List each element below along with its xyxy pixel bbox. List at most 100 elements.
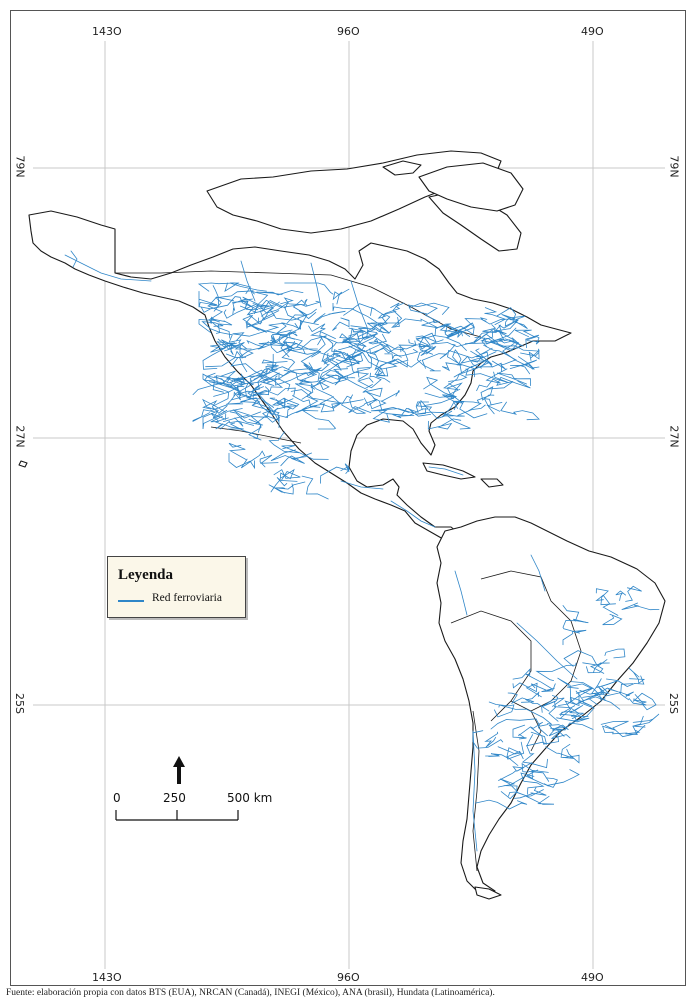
rail-line bbox=[197, 282, 252, 295]
rail-line bbox=[543, 769, 580, 787]
rail-line bbox=[310, 399, 364, 413]
rail-line bbox=[450, 317, 488, 334]
rail-line bbox=[210, 318, 233, 326]
rail-line bbox=[562, 629, 587, 646]
rail-line bbox=[485, 753, 508, 759]
rail-line bbox=[525, 336, 540, 349]
rail-line bbox=[308, 323, 327, 338]
rail-line bbox=[589, 662, 610, 674]
rail-line bbox=[318, 368, 371, 391]
border-brazil bbox=[480, 570, 582, 712]
rail-line bbox=[442, 362, 475, 378]
rail-line bbox=[497, 778, 518, 800]
rail-line bbox=[415, 323, 451, 339]
rail-line bbox=[224, 342, 244, 357]
rail-line bbox=[216, 332, 248, 350]
rail-line bbox=[246, 323, 288, 337]
rail-line bbox=[476, 386, 495, 404]
rail-line bbox=[454, 570, 468, 616]
rail-line bbox=[269, 403, 298, 419]
rail-line bbox=[368, 348, 409, 365]
rail-line bbox=[270, 308, 317, 321]
rail-line bbox=[382, 406, 431, 417]
rail-line bbox=[337, 375, 373, 390]
rail-line bbox=[290, 389, 343, 409]
rail-line bbox=[428, 466, 464, 476]
rail-line bbox=[514, 786, 547, 799]
rail-line bbox=[490, 718, 549, 730]
rail-line bbox=[384, 348, 419, 361]
rail-line bbox=[209, 383, 254, 412]
rail-line bbox=[507, 692, 535, 705]
rail-line bbox=[370, 306, 397, 319]
rail-line bbox=[415, 407, 471, 430]
rail-line bbox=[275, 481, 306, 490]
rail-line bbox=[526, 731, 548, 747]
rail-line bbox=[348, 397, 378, 414]
rail-line bbox=[473, 324, 499, 343]
rail-line bbox=[496, 307, 528, 329]
legend-rail-swatch bbox=[118, 600, 144, 602]
rail-line bbox=[281, 348, 306, 370]
rail-line bbox=[311, 349, 364, 368]
rail-line bbox=[497, 746, 523, 766]
rail-line bbox=[228, 452, 255, 470]
rail-line bbox=[341, 329, 363, 344]
lat-label-left-25s: 25S bbox=[12, 693, 26, 714]
rail-line bbox=[256, 290, 304, 296]
scale-bar-line bbox=[115, 810, 239, 821]
rail-line bbox=[500, 401, 540, 421]
rail-line bbox=[445, 404, 486, 417]
rail-line bbox=[210, 296, 259, 311]
rail-line bbox=[510, 359, 537, 375]
rail-line bbox=[232, 353, 278, 380]
rail-line bbox=[279, 468, 298, 482]
rail-line bbox=[259, 372, 280, 386]
rail-line bbox=[271, 397, 294, 409]
rail-line bbox=[273, 469, 301, 481]
rail-line bbox=[628, 694, 647, 706]
rail-line bbox=[229, 422, 259, 440]
scale-label-0: 0 bbox=[113, 791, 121, 805]
rail-line bbox=[240, 298, 258, 316]
tierra-del-fuego-outline bbox=[474, 886, 502, 900]
rail-line bbox=[192, 375, 226, 395]
rail-line bbox=[587, 687, 619, 706]
rail-line bbox=[600, 720, 646, 738]
rail-line bbox=[233, 296, 270, 314]
rail-line bbox=[301, 382, 341, 408]
rail-line bbox=[498, 330, 524, 347]
rail-line bbox=[202, 399, 228, 414]
rail-line bbox=[248, 423, 262, 441]
lon-label-top-96o: 96O bbox=[337, 25, 360, 38]
rail-line bbox=[562, 748, 580, 764]
rail-line bbox=[362, 387, 383, 402]
rail-line bbox=[202, 408, 243, 430]
greenland-outline bbox=[418, 162, 524, 212]
rail-line bbox=[370, 397, 390, 423]
rail-line bbox=[283, 362, 322, 377]
rail-line bbox=[198, 291, 218, 307]
rail-line bbox=[300, 336, 326, 370]
rail-line bbox=[251, 400, 265, 410]
scale-label-250: 250 bbox=[163, 791, 186, 805]
rail-network bbox=[64, 250, 660, 852]
rail-line bbox=[548, 724, 569, 731]
rail-line bbox=[453, 368, 509, 384]
rail-line bbox=[512, 668, 553, 690]
rail-line bbox=[390, 302, 403, 328]
rail-line bbox=[520, 772, 545, 795]
rail-line bbox=[553, 705, 580, 717]
rail-line bbox=[247, 386, 296, 397]
rail-line bbox=[259, 454, 279, 468]
rail-line bbox=[408, 302, 441, 324]
rail-line bbox=[192, 409, 216, 422]
rail-line bbox=[64, 254, 152, 282]
rail-line bbox=[625, 585, 642, 602]
rail-line bbox=[394, 318, 438, 329]
rail-line bbox=[320, 466, 351, 484]
rail-line bbox=[452, 349, 491, 370]
rail-line bbox=[275, 369, 320, 386]
rail-line bbox=[240, 450, 266, 469]
rail-line bbox=[332, 352, 361, 366]
